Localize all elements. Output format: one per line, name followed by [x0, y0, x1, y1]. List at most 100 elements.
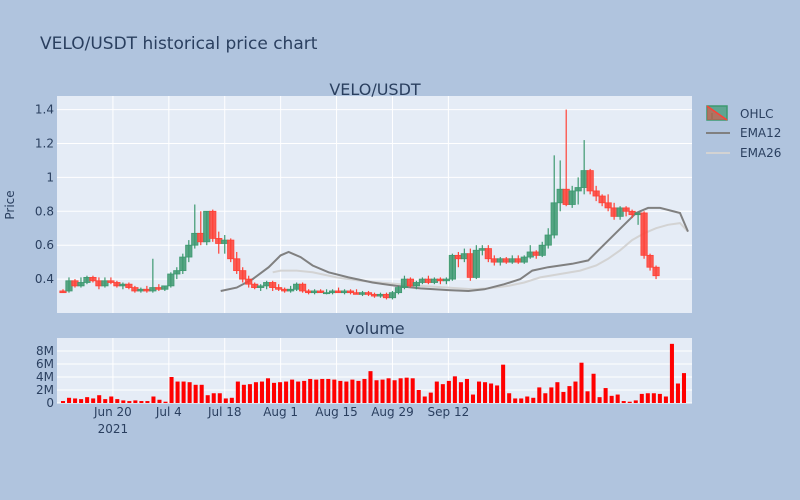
volume-bar: [332, 379, 337, 403]
volume-bar: [350, 379, 355, 403]
candle: [616, 206, 624, 220]
volume-bar: [549, 387, 554, 403]
volume-bar: [229, 397, 234, 403]
candle: [287, 285, 295, 293]
volume-bar: [633, 400, 638, 403]
volume-bar: [247, 384, 252, 403]
candle: [101, 277, 109, 288]
legend[interactable]: OHLC EMA12 EMA26: [706, 105, 781, 160]
volume-bar: [675, 383, 680, 403]
volume-bar: [296, 381, 301, 403]
volume-bar: [193, 384, 198, 403]
volume-bar: [211, 393, 216, 403]
volume-bar: [609, 395, 614, 403]
volume-bar: [410, 378, 415, 403]
volume-bar: [489, 383, 494, 403]
volume-bar: [326, 378, 331, 403]
volume-bar: [139, 401, 144, 403]
volume-bar: [531, 397, 536, 403]
candle: [107, 277, 115, 285]
volume-bar: [446, 380, 451, 403]
volume-bar: [651, 393, 656, 403]
candle: [77, 277, 85, 288]
volume-y-tick-label: 8M: [36, 344, 54, 358]
ema12-line: [220, 206, 689, 293]
volume-bar: [452, 376, 457, 403]
candle: [203, 210, 211, 246]
candle: [412, 280, 421, 290]
legend-item-ohlc[interactable]: OHLC: [706, 105, 774, 121]
volume-bar: [561, 391, 566, 403]
volume-bar: [543, 393, 548, 403]
legend-item-ema12[interactable]: EMA12: [706, 126, 781, 140]
volume-bar: [187, 382, 192, 403]
price-y-tick-label: 0.6: [35, 238, 54, 252]
volume-bar: [627, 401, 632, 403]
candle: [185, 240, 193, 263]
volume-bar: [476, 381, 482, 403]
candle: [652, 265, 660, 280]
price-y-tick-label: 0.4: [35, 272, 54, 286]
volume-y-tick-label: 2M: [36, 383, 54, 397]
x-tick-label: Jul 4: [155, 405, 182, 419]
volume-bar: [585, 391, 590, 403]
candle: [364, 290, 373, 297]
volume-bar: [163, 401, 168, 403]
volume-bar: [362, 378, 367, 403]
candle: [448, 253, 456, 281]
volume-bar: [241, 384, 246, 403]
volume-bar: [235, 381, 240, 403]
volume-bar: [175, 381, 180, 403]
volume-bar: [392, 380, 397, 403]
volume-bar: [422, 396, 427, 403]
volume-bar: [338, 380, 343, 403]
price-plot-background: [57, 96, 692, 313]
volume-bar: [157, 399, 162, 403]
volume-bar: [320, 378, 325, 403]
volume-bar: [205, 395, 210, 403]
price-y-tick-label: 1.4: [35, 103, 54, 117]
candle: [317, 289, 325, 294]
volume-bar: [259, 381, 264, 403]
volume-bar: [91, 398, 96, 403]
volume-bar: [374, 380, 379, 403]
volume-bar: [356, 380, 361, 403]
volume-bar: [639, 393, 644, 403]
volume-bar: [519, 398, 524, 403]
candle: [245, 275, 253, 288]
volume-bar: [416, 390, 421, 403]
grid-layer: [57, 96, 692, 404]
candle: [209, 209, 217, 242]
candle: [568, 185, 576, 208]
page-title: VELO/USDT historical price chart: [40, 34, 318, 54]
candle: [544, 228, 552, 249]
volume-bar: [525, 396, 530, 403]
volume-bar: [67, 397, 72, 403]
candle: [388, 290, 397, 300]
candle: [622, 206, 630, 217]
x-tick-label: Aug 15: [315, 405, 358, 419]
volume-bar: [428, 392, 433, 403]
volume-bar: [537, 387, 542, 403]
candle: [89, 275, 97, 283]
volume-subplot-title: volume: [345, 319, 404, 338]
candle: [586, 168, 594, 195]
volume-bar: [567, 386, 572, 403]
volume-bar: [404, 377, 409, 403]
legend-item-ema26[interactable]: EMA26: [706, 146, 781, 160]
x-tick-label: Jul 18: [207, 405, 242, 419]
candle: [179, 253, 187, 275]
volume-bar: [199, 384, 204, 403]
price-y-tick-label: 1.2: [35, 136, 54, 150]
volume-bar: [133, 400, 138, 403]
volume-bar: [573, 381, 578, 403]
candle: [592, 185, 600, 202]
volume-bar: [253, 382, 258, 403]
volume-bar: [501, 364, 506, 403]
volume-bar: [302, 380, 307, 403]
volume-bar: [507, 393, 512, 403]
volume-bar: [464, 378, 469, 403]
candle: [59, 289, 67, 294]
volume-bar: [681, 373, 687, 403]
